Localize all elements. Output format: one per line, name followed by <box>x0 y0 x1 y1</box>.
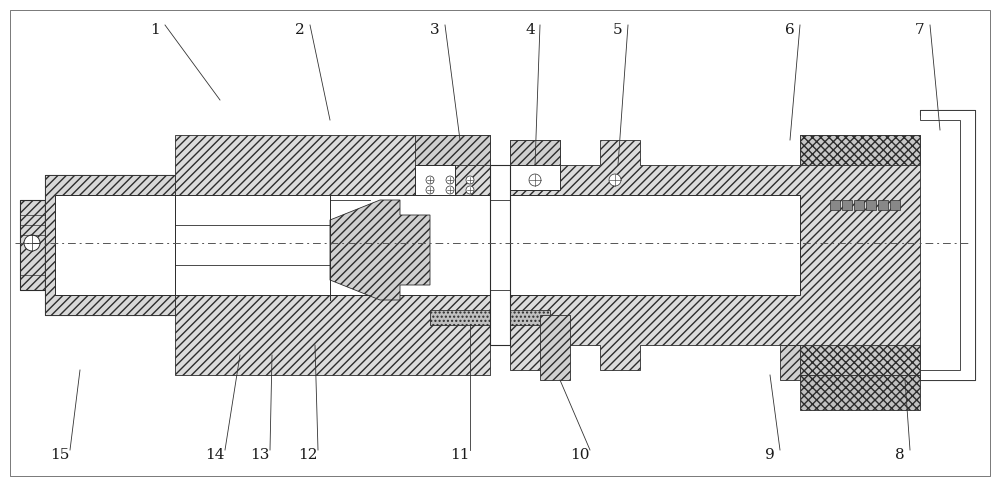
Circle shape <box>426 176 434 184</box>
Polygon shape <box>920 110 975 380</box>
Text: 6: 6 <box>785 23 795 37</box>
Polygon shape <box>540 315 570 380</box>
Text: 4: 4 <box>525 23 535 37</box>
Circle shape <box>426 186 434 194</box>
Polygon shape <box>430 310 550 325</box>
Bar <box>510 165 560 190</box>
Bar <box>55 195 175 295</box>
Text: 8: 8 <box>895 448 905 462</box>
Bar <box>415 165 455 195</box>
Polygon shape <box>490 165 510 345</box>
Text: 2: 2 <box>295 23 305 37</box>
Polygon shape <box>842 200 852 210</box>
Polygon shape <box>854 200 864 210</box>
Polygon shape <box>866 200 876 210</box>
Polygon shape <box>920 110 975 380</box>
Text: 14: 14 <box>205 448 225 462</box>
Text: 15: 15 <box>50 448 70 462</box>
Text: 9: 9 <box>765 448 775 462</box>
Circle shape <box>609 174 621 186</box>
Polygon shape <box>45 175 175 315</box>
Polygon shape <box>330 200 430 300</box>
Polygon shape <box>45 175 175 315</box>
Text: 7: 7 <box>915 23 925 37</box>
Circle shape <box>446 176 454 184</box>
Polygon shape <box>45 175 175 315</box>
Circle shape <box>446 186 454 194</box>
Text: 1: 1 <box>150 23 160 37</box>
Polygon shape <box>800 135 920 165</box>
Polygon shape <box>780 345 800 380</box>
Text: 3: 3 <box>430 23 440 37</box>
Polygon shape <box>415 135 490 165</box>
Bar <box>20 200 45 290</box>
Circle shape <box>466 186 474 194</box>
Polygon shape <box>878 200 888 210</box>
Text: 5: 5 <box>613 23 623 37</box>
Polygon shape <box>830 200 840 210</box>
Polygon shape <box>20 200 45 290</box>
Text: 10: 10 <box>570 448 590 462</box>
Polygon shape <box>800 375 920 410</box>
Polygon shape <box>175 135 920 375</box>
Circle shape <box>24 235 40 251</box>
Polygon shape <box>510 140 560 165</box>
Polygon shape <box>890 200 900 210</box>
Polygon shape <box>175 165 800 315</box>
Text: 12: 12 <box>298 448 318 462</box>
Text: 11: 11 <box>450 448 470 462</box>
Circle shape <box>529 174 541 186</box>
Polygon shape <box>800 345 920 375</box>
Circle shape <box>466 176 474 184</box>
Text: 13: 13 <box>250 448 270 462</box>
